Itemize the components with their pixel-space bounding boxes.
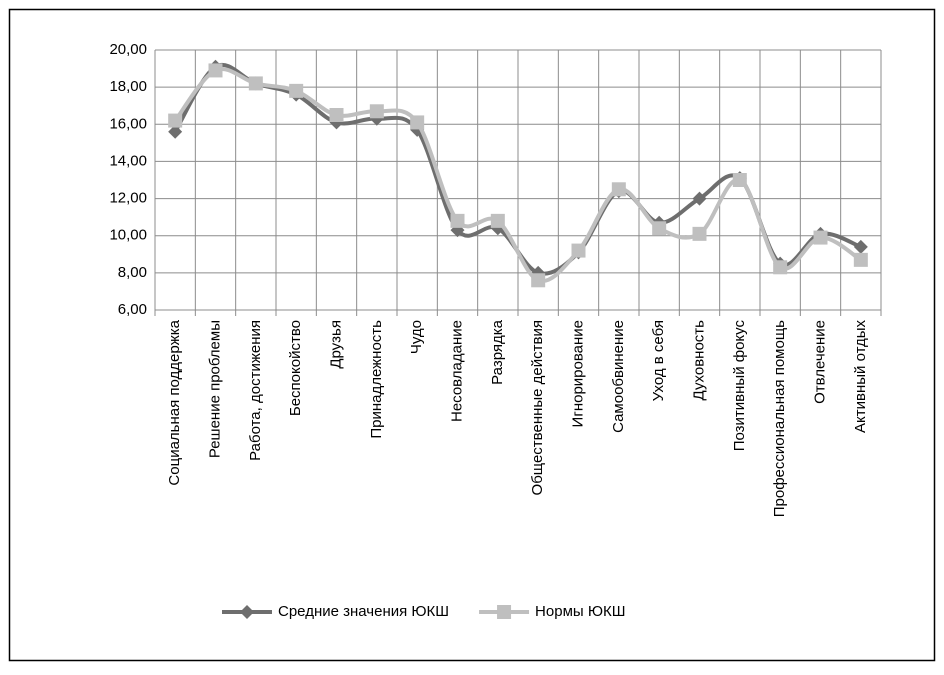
x-tick-label: Общественные действия	[529, 320, 546, 495]
x-tick-label: Самообвинение	[610, 320, 627, 433]
marker-square	[732, 173, 747, 187]
x-tick-label: Работа, достижения	[247, 320, 264, 461]
marker-square	[168, 113, 183, 128]
y-tick-label: 14,00	[109, 152, 147, 169]
x-tick-label: Позитивный фокус	[731, 320, 748, 452]
x-tick-label: Несовладание	[448, 320, 465, 422]
marker-square	[497, 605, 512, 619]
x-tick-label: Решение проблемы	[206, 320, 223, 458]
y-tick-label: 16,00	[109, 115, 147, 132]
marker-square	[611, 182, 626, 197]
y-tick-label: 12,00	[109, 190, 147, 207]
marker-diamond	[168, 124, 183, 139]
chart-frame	[8, 8, 936, 662]
x-tick-label: Социальная поддержка	[166, 319, 183, 485]
marker-diamond	[692, 191, 707, 206]
marker-square	[773, 260, 788, 275]
x-tick-label: Друзья	[327, 320, 344, 369]
y-tick-label: 18,00	[109, 78, 147, 95]
marker-square	[490, 213, 505, 228]
legend-item: Нормы ЮКШ	[479, 603, 625, 620]
x-tick-label: Профессиональная помощь	[771, 320, 788, 517]
x-tick-label: Принадлежность	[368, 320, 385, 439]
y-tick-label: 6,00	[118, 301, 147, 318]
x-tick-label: Духовность	[690, 320, 707, 401]
marker-square	[450, 213, 465, 228]
marker-square	[329, 108, 344, 122]
marker-diamond	[240, 605, 254, 619]
marker-square	[853, 252, 868, 267]
y-tick-label: 20,00	[109, 41, 147, 58]
marker-square	[369, 104, 384, 119]
marker-square	[692, 226, 707, 241]
marker-square	[571, 243, 586, 258]
x-tick-label: Чудо	[408, 320, 425, 354]
x-tick-label: Беспокойство	[287, 320, 304, 416]
x-tick-label: Игнорирование	[569, 320, 586, 427]
marker-square	[813, 230, 828, 245]
y-tick-label: 8,00	[118, 264, 147, 281]
marker-square	[208, 63, 223, 78]
x-tick-label: Разрядка	[489, 319, 506, 384]
x-tick-label: Отвлечение	[811, 320, 828, 404]
x-tick-label: Уход в себя	[650, 320, 667, 401]
marker-square	[652, 221, 667, 236]
legend-label: Нормы ЮКШ	[535, 603, 625, 620]
marker-square	[248, 76, 263, 91]
legend-item: Средние значения ЮКШ	[222, 603, 449, 620]
marker-square	[289, 83, 304, 98]
y-tick-label: 10,00	[109, 227, 147, 244]
x-tick-label: Активный отдых	[852, 320, 869, 433]
marker-square	[531, 273, 546, 288]
marker-diamond	[853, 239, 868, 254]
marker-square	[410, 115, 425, 130]
legend-label: Средние значения ЮКШ	[278, 603, 449, 620]
marker-diamond	[410, 122, 425, 137]
